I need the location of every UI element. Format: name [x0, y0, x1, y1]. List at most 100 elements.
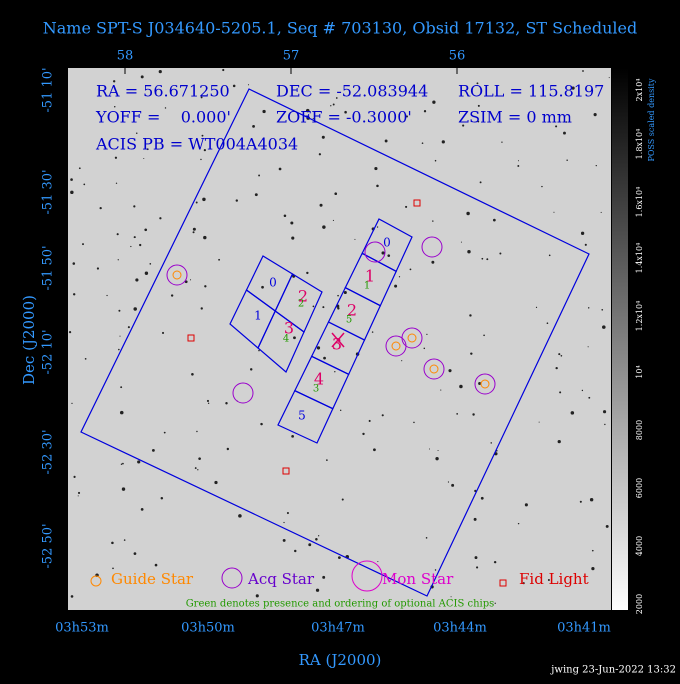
legend-acq: Acq Star [247, 570, 315, 588]
guide-star [429, 364, 439, 374]
star [118, 348, 120, 351]
star [595, 164, 597, 167]
optional-chip-label: 5 [346, 315, 352, 326]
star [293, 336, 296, 340]
legend-fid: Fid Light [519, 570, 589, 588]
star [587, 307, 590, 309]
star [318, 535, 320, 537]
colorbar-tick-label: 2000 [635, 594, 644, 614]
aimpoint [331, 332, 345, 348]
star [580, 231, 585, 235]
star [139, 243, 142, 247]
bottom-tick-label: 03h47m [311, 621, 365, 636]
acq-star [232, 382, 254, 404]
star [120, 386, 123, 389]
star [535, 306, 538, 308]
star [71, 402, 73, 404]
star [566, 159, 568, 161]
star [305, 108, 310, 113]
star [306, 271, 309, 275]
star [384, 139, 388, 143]
star [448, 369, 452, 373]
star [555, 366, 558, 370]
bottom-tick-label: 03h53m [55, 621, 109, 636]
guide-star [480, 379, 490, 389]
star [376, 184, 379, 188]
legend-note: Green denotes presence and ordering of o… [186, 599, 495, 610]
star [493, 560, 497, 564]
star [517, 522, 520, 525]
star [425, 537, 428, 539]
star [332, 103, 335, 106]
top-tick-label: 56 [449, 49, 466, 64]
star [555, 125, 558, 128]
guide-star [391, 341, 401, 351]
star [255, 594, 259, 598]
star [117, 259, 119, 261]
guide-star [172, 270, 182, 280]
star [164, 107, 167, 109]
star [114, 156, 118, 159]
star [207, 402, 210, 404]
star [450, 596, 452, 598]
star [232, 84, 236, 88]
star [294, 549, 297, 553]
star [200, 158, 202, 161]
star [137, 460, 141, 464]
star [286, 511, 289, 515]
star [477, 120, 480, 123]
star [283, 214, 287, 217]
title: Name SPT-S J034640-5205.1, Seq # 703130,… [43, 19, 637, 38]
targets [166, 199, 496, 475]
star [144, 271, 149, 275]
star [435, 456, 439, 461]
star [170, 294, 174, 297]
star [431, 260, 435, 264]
star [330, 105, 332, 107]
star [602, 325, 606, 329]
star [201, 134, 204, 137]
star [547, 579, 550, 582]
star [377, 561, 379, 563]
star [258, 349, 260, 352]
chip [274, 273, 323, 333]
star [362, 432, 365, 436]
chip-label: 4 [314, 370, 324, 389]
chip-label: 0 [383, 236, 391, 250]
star [282, 538, 286, 542]
star [262, 109, 266, 114]
star [524, 503, 528, 507]
star [96, 267, 100, 270]
star [323, 356, 326, 360]
star [398, 276, 401, 278]
colorbar-tick-label: 1.6x10⁴ [635, 187, 644, 218]
star [563, 131, 566, 135]
info-zsim: ZSIM = 0 mm [458, 108, 572, 127]
y-axis-label: Dec (J2000) [20, 295, 38, 385]
legend-mon-icon [351, 560, 383, 592]
star [144, 228, 148, 232]
acis-chips [229, 218, 413, 444]
colorbar-label: POSS scaled density [647, 78, 656, 162]
star [254, 193, 258, 197]
star [423, 110, 427, 113]
star [481, 257, 484, 260]
guide-star [407, 333, 417, 343]
top-tick-label: 57 [283, 49, 300, 64]
star [480, 496, 484, 500]
star [546, 322, 549, 325]
star [106, 294, 108, 297]
footer: jwing 23-Jun-2022 13:32 [550, 665, 676, 676]
star [206, 399, 210, 403]
star [476, 82, 479, 85]
chip-label: 0 [269, 276, 277, 290]
star [133, 205, 136, 208]
chip [277, 389, 334, 444]
bottom-tick-label: 03h50m [181, 621, 235, 636]
star [600, 211, 602, 213]
acq-star [401, 327, 423, 349]
star [354, 238, 356, 240]
star [146, 148, 149, 151]
